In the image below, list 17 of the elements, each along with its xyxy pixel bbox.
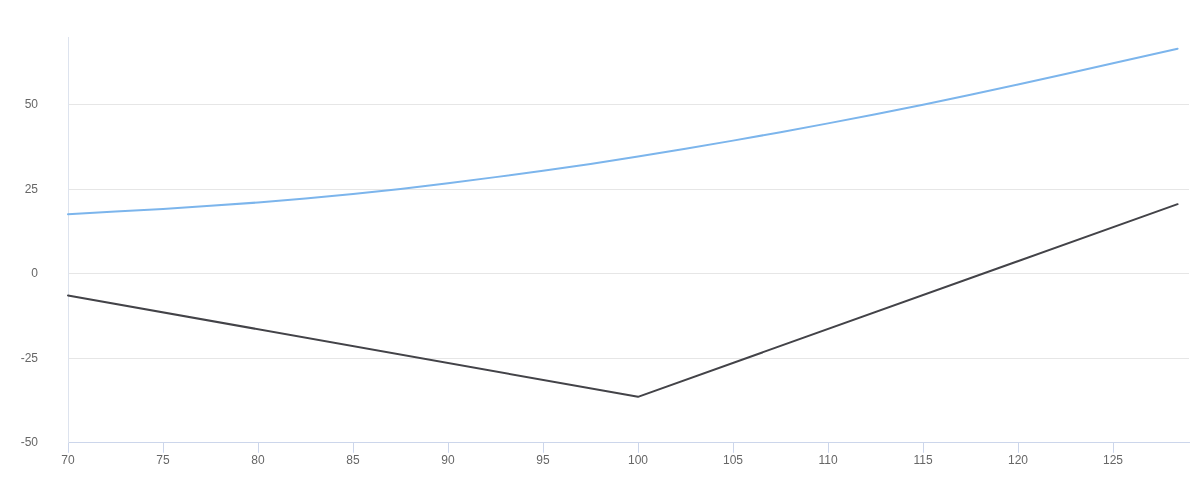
x-tick-label: 100 <box>627 453 649 468</box>
y-tick-label: -25 <box>20 350 39 365</box>
x-tick-label: 95 <box>536 453 550 468</box>
x-tick-label: 125 <box>1102 453 1124 468</box>
x-tick-label: 115 <box>913 453 933 468</box>
x-tick-label: 85 <box>346 453 360 468</box>
x-tick-label: 105 <box>722 453 744 468</box>
x-tick-label: 110 <box>818 453 838 468</box>
x-tick-label: 80 <box>251 453 265 468</box>
y-tick-label: 0 <box>31 266 39 281</box>
x-tick-label: 75 <box>156 453 170 468</box>
y-tick-label: 25 <box>24 181 39 196</box>
y-tick-label: 50 <box>24 97 39 112</box>
x-tick-label: 70 <box>61 453 75 468</box>
x-tick-label: 90 <box>441 453 455 468</box>
x-tick-label: 120 <box>1007 453 1029 468</box>
y-tick-label: -50 <box>20 435 39 450</box>
